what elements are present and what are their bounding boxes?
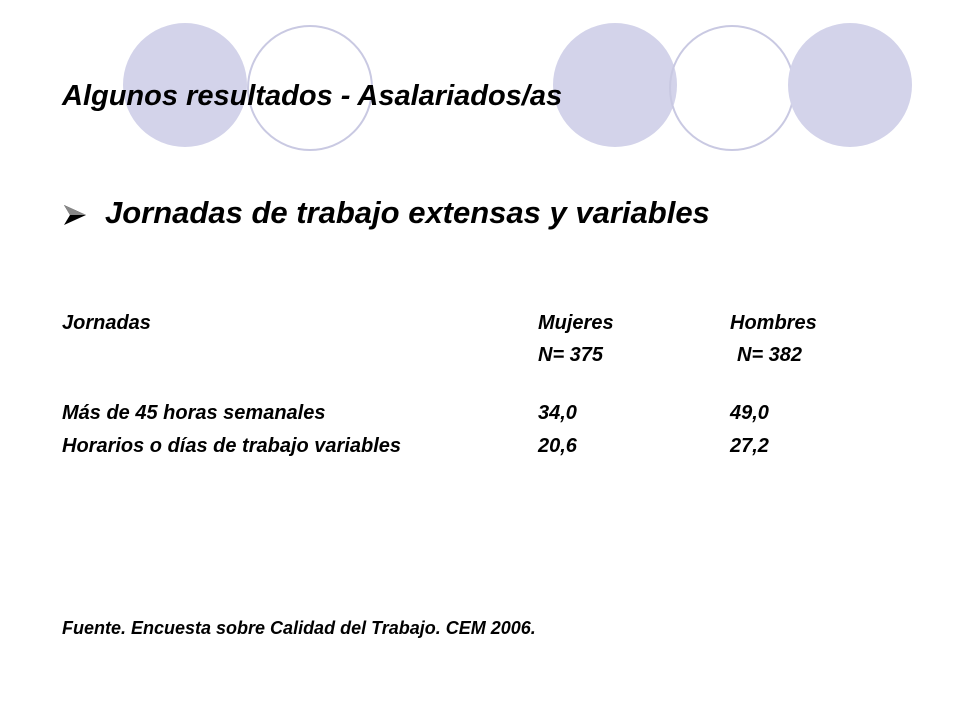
- circle-filled: [788, 23, 912, 147]
- decoration: [123, 23, 912, 151]
- circle-outline: [669, 25, 795, 151]
- table-cell: Más de 45 horas semanales: [62, 402, 326, 424]
- table-subheader: N= 375: [538, 344, 604, 366]
- bullet-arrow: [64, 205, 86, 225]
- table-cell: Horarios o días de trabajo variables: [62, 435, 402, 457]
- table-header: Hombres: [730, 312, 817, 334]
- table-subheader: N= 382: [737, 344, 803, 366]
- source-note: Fuente. Encuesta sobre Calidad del Traba…: [62, 618, 536, 638]
- bullet-text: Jornadas de trabajo extensas y variables: [105, 195, 710, 230]
- slide-title: Algunos resultados - Asalariados/as: [62, 80, 563, 112]
- circle-filled: [553, 23, 677, 147]
- table-cell: 34,0: [538, 402, 577, 424]
- circle-filled: [123, 23, 247, 147]
- arrow-shade: [64, 205, 86, 215]
- table-header: Mujeres: [538, 312, 614, 334]
- table-cell: 49,0: [730, 402, 769, 424]
- table-header: Jornadas: [62, 312, 151, 334]
- circle-outline: [247, 25, 373, 151]
- table-cell: 20,6: [538, 435, 577, 457]
- table-cell: 27,2: [730, 435, 769, 457]
